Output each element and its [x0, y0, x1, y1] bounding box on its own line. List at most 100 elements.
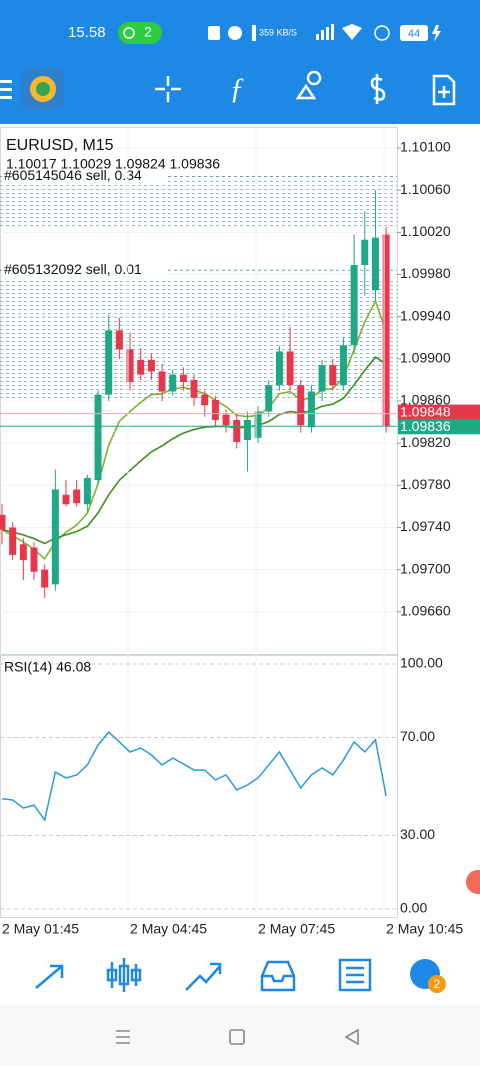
rsi-label: RSI(14) 46.08: [4, 659, 91, 675]
system-nav: [0, 1005, 480, 1066]
candle-body: [83, 477, 91, 505]
candle-body: [286, 351, 294, 386]
candle-body: [297, 385, 305, 426]
candle-body: [382, 234, 390, 427]
rsi-tick-label: 100.00: [400, 655, 443, 671]
y-tick-label: 1.09700: [400, 560, 451, 576]
candle-body: [179, 374, 187, 383]
new-order-button[interactable]: [432, 74, 456, 106]
y-tick-label: 1.09940: [400, 307, 451, 323]
moving-average: [1, 356, 387, 545]
nav-trade[interactable]: [185, 962, 222, 991]
candle-body: [62, 494, 70, 505]
home[interactable]: [229, 1029, 245, 1045]
menu-button[interactable]: [0, 80, 12, 99]
app-header: [0, 0, 480, 124]
candle-body: [254, 411, 262, 438]
rsi-tick-label: 30.00: [400, 826, 435, 842]
x-tick-label: 2 May 07:45: [258, 921, 335, 937]
candle-body: [190, 379, 198, 398]
y-tick-label: 1.09980: [400, 265, 451, 281]
x-tick-label: 2 May 10:45: [386, 921, 463, 937]
symbol-title: EURUSD, M15: [6, 137, 114, 154]
clock: 15.58: [68, 24, 106, 41]
rsi-tick-label: 70.00: [400, 728, 435, 744]
nav-history[interactable]: [260, 960, 296, 992]
bottom-nav: [0, 942, 480, 1004]
battery-level: 44: [408, 28, 420, 40]
candle-body: [51, 489, 59, 585]
order-label: #605145046 sell, 0.34: [4, 167, 142, 183]
y-tick-label: 1.09820: [400, 434, 451, 450]
candle-body: [329, 365, 337, 386]
candle-body: [350, 265, 358, 346]
floating-handle[interactable]: [466, 870, 480, 894]
crosshair-button[interactable]: [155, 76, 181, 102]
status-icons: [208, 24, 441, 42]
nav-news[interactable]: [338, 958, 372, 992]
trade-button[interactable]: [370, 74, 386, 104]
bid-tag-label: 1.09836: [400, 418, 451, 434]
x-tick-label: 2 May 04:45: [130, 921, 207, 937]
candle-body: [115, 330, 123, 350]
nav-quotes[interactable]: [35, 964, 64, 989]
candle-body: [371, 237, 379, 291]
candle-body: [201, 394, 209, 406]
candle-body: [94, 394, 102, 481]
candle-body: [265, 385, 273, 412]
indicators-button[interactable]: ƒ: [230, 72, 245, 105]
hotspot-count: 2: [144, 24, 152, 40]
y-tick-label: 1.10060: [400, 181, 451, 197]
order-label-bg: [2, 261, 166, 278]
objects-button[interactable]: [295, 70, 322, 100]
candle-body: [318, 365, 326, 392]
rsi-tick-label: 0.00: [400, 900, 427, 916]
toolbar: ƒ: [0, 68, 456, 110]
net-speed: 359 KB/S: [259, 27, 297, 37]
candle-body: [158, 371, 166, 392]
rsi-line: [1, 731, 387, 822]
candle-body: [30, 547, 38, 572]
candle-body: [105, 330, 113, 395]
bid-tag: [398, 419, 480, 435]
candle-body: [73, 489, 81, 504]
ask-tag-label: 1.09848: [400, 403, 451, 419]
recent-apps[interactable]: [116, 1030, 130, 1044]
candle-body: [361, 239, 369, 266]
rsi-panel: [0, 655, 398, 918]
y-tick-label: 1.10020: [400, 223, 451, 239]
order-lines-band: [0, 280, 397, 400]
back[interactable]: [344, 1028, 359, 1046]
order-label-bg: [2, 167, 166, 184]
candle-body: [169, 374, 177, 392]
y-tick-label: 1.09860: [400, 392, 451, 408]
chat-badge: [428, 975, 446, 993]
ohlc-readout: 1.10017 1.10029 1.09824 1.09836: [6, 156, 220, 172]
chat-badge-count: 2: [434, 977, 441, 991]
candle-body: [275, 351, 283, 386]
y-tick-label: 1.09740: [400, 518, 451, 534]
y-tick-label: 1.09660: [400, 602, 451, 618]
y-tick-label: 1.09900: [400, 350, 451, 366]
nav-chart[interactable]: [106, 958, 142, 992]
candle-body: [222, 414, 230, 426]
hotspot-icon: [123, 27, 135, 39]
x-tick-label: 2 May 01:45: [2, 921, 79, 937]
order-label: #605132092 sell, 0.01: [4, 261, 142, 277]
candle-body: [126, 349, 134, 383]
candle-body: [41, 569, 49, 588]
candle-body: [147, 359, 155, 372]
y-tick-label: 1.10100: [400, 139, 451, 155]
candle-body: [243, 419, 251, 440]
candle-body: [9, 527, 17, 555]
candle-body: [211, 399, 219, 420]
order-lines-band: [0, 180, 397, 228]
candle-body: [233, 419, 241, 443]
candle-body: [137, 359, 145, 375]
candle-body: [307, 391, 315, 428]
ask-tag: [398, 404, 480, 420]
candle-body: [19, 544, 27, 561]
y-tick-label: 1.09780: [400, 476, 451, 492]
